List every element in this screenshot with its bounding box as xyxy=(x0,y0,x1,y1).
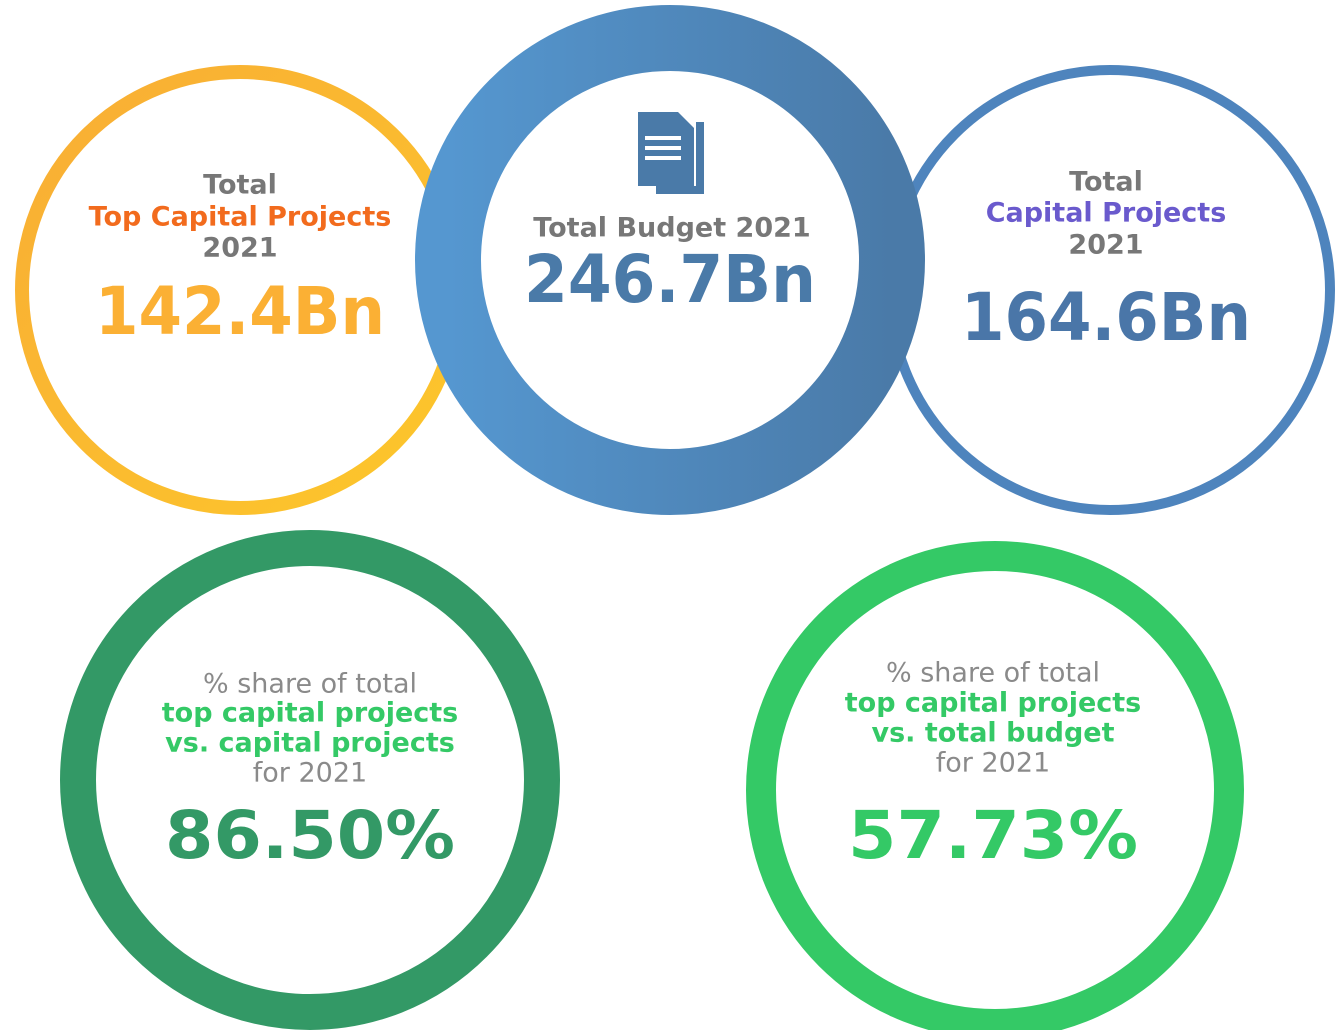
label: Total Budget 2021 xyxy=(533,213,810,244)
label: Total xyxy=(203,170,277,201)
label: % share of total xyxy=(886,658,1100,689)
label: 2021 xyxy=(202,233,277,264)
label: % share of total xyxy=(203,669,417,700)
label: 2021 xyxy=(1068,230,1143,261)
label: Total xyxy=(1069,167,1143,198)
top-capital-card: Total Top Capital Projects 2021 142.4Bn xyxy=(15,65,465,515)
label: vs. total budget xyxy=(872,718,1115,749)
ring xyxy=(746,541,1244,1030)
value: 142.4Bn xyxy=(95,273,385,350)
value: 86.50% xyxy=(165,797,455,874)
capital-card: Total Capital Projects 2021 164.6Bn xyxy=(885,65,1335,515)
total-budget-card: Total Budget 2021 246.7Bn xyxy=(415,5,925,515)
label: top capital projects xyxy=(162,698,459,729)
label: for 2021 xyxy=(936,748,1050,779)
label: Top Capital Projects xyxy=(89,202,392,233)
label: top capital projects xyxy=(845,688,1142,719)
ring xyxy=(60,530,560,1030)
value: 164.6Bn xyxy=(961,279,1251,356)
label: vs. capital projects xyxy=(165,728,455,759)
value: 246.7Bn xyxy=(524,241,816,318)
share-budget-card: % share of total top capital projects vs… xyxy=(746,541,1244,1030)
document-icon xyxy=(638,112,704,194)
value: 57.73% xyxy=(848,797,1138,874)
label: for 2021 xyxy=(253,758,367,789)
share-capital-card: % share of total top capital projects vs… xyxy=(60,530,560,1030)
label: Capital Projects xyxy=(986,198,1227,229)
ring xyxy=(415,5,925,515)
